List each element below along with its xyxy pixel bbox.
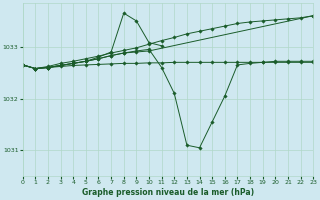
X-axis label: Graphe pression niveau de la mer (hPa): Graphe pression niveau de la mer (hPa) — [82, 188, 254, 197]
